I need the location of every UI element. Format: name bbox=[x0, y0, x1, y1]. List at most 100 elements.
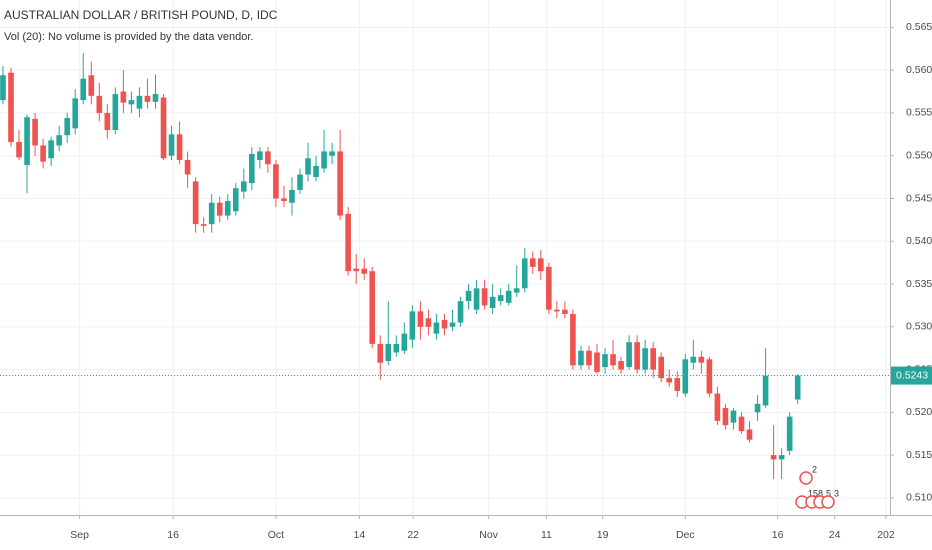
candle-body bbox=[417, 311, 424, 327]
candle-body bbox=[666, 378, 673, 383]
candle-body bbox=[281, 198, 287, 202]
x-tick-label: 202 bbox=[877, 529, 895, 541]
candle-body bbox=[762, 375, 769, 406]
candle-body bbox=[521, 258, 528, 289]
candle-body bbox=[690, 356, 697, 363]
candle-body bbox=[265, 151, 271, 165]
candle-body bbox=[473, 288, 480, 310]
x-tick-label: 22 bbox=[407, 529, 419, 541]
candle-body bbox=[714, 393, 721, 421]
candle-body bbox=[746, 429, 753, 440]
candle-body bbox=[120, 91, 127, 103]
candle-body bbox=[449, 322, 456, 327]
event-marker bbox=[799, 471, 813, 485]
candle-body bbox=[249, 153, 255, 184]
event-marker-label: 8 bbox=[818, 488, 823, 498]
last-price-box bbox=[891, 366, 932, 385]
candle-body bbox=[634, 342, 640, 370]
candle-body bbox=[208, 202, 215, 225]
candle-body bbox=[257, 151, 263, 160]
candle-body bbox=[160, 97, 167, 159]
candle-body bbox=[24, 117, 30, 166]
x-tick-label: 16 bbox=[167, 529, 179, 541]
candle-body bbox=[321, 151, 327, 169]
candle-body bbox=[168, 134, 175, 156]
last-price-label: 0.5243 bbox=[896, 369, 928, 381]
candle-body bbox=[313, 165, 319, 178]
candle-body bbox=[80, 78, 87, 101]
candle-body bbox=[112, 94, 119, 131]
candle-body bbox=[401, 333, 408, 351]
candle-body bbox=[786, 416, 793, 451]
x-tick-label: 19 bbox=[597, 529, 609, 541]
event-marker-label: 3 bbox=[834, 488, 839, 498]
candle-body bbox=[465, 290, 472, 302]
grid bbox=[0, 0, 890, 515]
candle-body bbox=[216, 202, 223, 216]
candle-body bbox=[570, 313, 576, 366]
event-marker bbox=[821, 495, 835, 509]
candle-body bbox=[594, 352, 600, 373]
candle-body bbox=[88, 75, 95, 96]
x-tick-label: 16 bbox=[772, 529, 784, 541]
x-tick-label: Nov bbox=[479, 529, 498, 541]
candle-body bbox=[489, 296, 496, 308]
candle-body bbox=[650, 348, 657, 370]
candle-body bbox=[345, 213, 351, 272]
x-tick-label: 24 bbox=[829, 529, 841, 541]
candle-body bbox=[481, 288, 488, 306]
candle-body bbox=[353, 268, 359, 272]
candle-body bbox=[104, 112, 111, 131]
candle-body bbox=[537, 258, 544, 272]
x-tick-label: Sep bbox=[70, 529, 89, 541]
candle-body bbox=[393, 343, 400, 353]
candle-body bbox=[554, 309, 560, 312]
candle-body bbox=[72, 98, 79, 129]
candle-body bbox=[602, 354, 608, 368]
candle-body bbox=[329, 151, 335, 156]
candle-body bbox=[361, 268, 368, 274]
candle-body bbox=[706, 359, 713, 394]
candle-body bbox=[586, 350, 592, 366]
candle-body bbox=[128, 100, 135, 105]
candle-body bbox=[200, 224, 207, 226]
candle-body bbox=[240, 181, 247, 192]
candle-body bbox=[770, 455, 777, 460]
candle-body bbox=[152, 94, 159, 102]
candle-body bbox=[778, 455, 785, 460]
candle-body bbox=[176, 134, 183, 160]
candle-body bbox=[184, 159, 191, 175]
candle-body bbox=[56, 135, 62, 146]
event-marker-label: 2 bbox=[812, 464, 817, 474]
candle-body bbox=[433, 322, 440, 334]
event-marker-label: 15 bbox=[808, 488, 818, 498]
candle-body bbox=[626, 342, 632, 368]
candle-body bbox=[578, 350, 584, 366]
candle-body bbox=[289, 189, 295, 203]
candle-body bbox=[273, 164, 279, 199]
candle-body bbox=[385, 343, 392, 362]
candle-body bbox=[0, 75, 6, 101]
candle-body bbox=[16, 142, 22, 158]
candle-body bbox=[136, 95, 143, 109]
candles bbox=[0, 53, 801, 480]
candle-body bbox=[377, 343, 384, 363]
event-marker-label: 5 bbox=[826, 488, 831, 498]
candle-body bbox=[674, 378, 681, 391]
candle-body bbox=[297, 174, 303, 190]
candle-body bbox=[337, 151, 343, 216]
candle-body bbox=[409, 311, 416, 340]
candle-body bbox=[457, 301, 464, 323]
candle-body bbox=[369, 271, 376, 344]
candle-body bbox=[40, 145, 46, 162]
